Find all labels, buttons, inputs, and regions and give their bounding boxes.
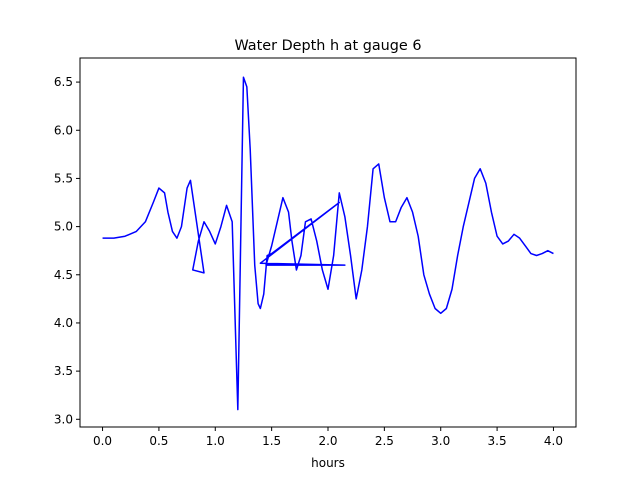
series-layer (102, 76, 554, 411)
y-tick-label: 5.5 (54, 171, 73, 185)
x-tick-label: 1.5 (262, 434, 281, 448)
y-tick-label: 3.0 (54, 412, 73, 426)
x-axis-ticks: 0.0 0.5 1.0 1.5 2.0 2.5 3.0 3.5 4.0 (93, 427, 563, 448)
x-tick-label: 3.0 (431, 434, 450, 448)
x-tick-label: 2.0 (318, 434, 337, 448)
x-tick-label: 3.5 (488, 434, 507, 448)
y-tick-label: 5.0 (54, 220, 73, 234)
x-tick-label: 0.5 (149, 434, 168, 448)
y-tick-label: 6.5 (54, 75, 73, 89)
y-tick-label: 4.0 (54, 316, 73, 330)
y-tick-label: 4.5 (54, 268, 73, 282)
x-tick-label: 2.5 (375, 434, 394, 448)
y-tick-label: 6.0 (54, 123, 73, 137)
x-tick-label: 1.0 (206, 434, 225, 448)
series-line-0 (102, 76, 554, 411)
chart-title: Water Depth h at gauge 6 (234, 38, 421, 54)
y-axis-ticks: 3.0 3.5 4.0 4.5 5.0 5.5 6.0 6.5 (54, 75, 80, 426)
x-axis-label: hours (311, 456, 345, 470)
x-tick-label: 4.0 (544, 434, 563, 448)
y-tick-label: 3.5 (54, 364, 73, 378)
x-tick-label: 0.0 (93, 434, 112, 448)
